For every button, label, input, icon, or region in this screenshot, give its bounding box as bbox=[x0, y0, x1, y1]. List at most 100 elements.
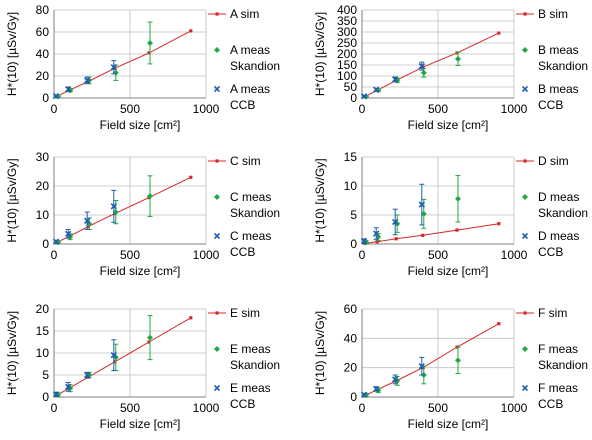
sim-point bbox=[113, 360, 117, 364]
legend-skandion-line2: Skandion bbox=[230, 59, 280, 73]
skandion-point bbox=[420, 69, 427, 76]
x-tick-label: 500 bbox=[120, 102, 140, 116]
legend-skandion-label: F meas Skandion bbox=[538, 342, 588, 372]
y-axis-label: H*(10) [µSv/Gy] bbox=[313, 158, 327, 242]
ccb-point bbox=[373, 385, 380, 393]
chart-panel-C: 0 10 20 30 0 500 1000 Field size [cm²] H*(10) [µ… bbox=[5, 150, 280, 278]
legend-skandion-line2: Skandion bbox=[538, 59, 588, 73]
legend-ccb-line2: CCB bbox=[230, 245, 255, 259]
legend-skandion-marker bbox=[522, 194, 528, 200]
y-tick-label: 40 bbox=[344, 331, 358, 345]
y-tick-label: 100 bbox=[337, 69, 357, 83]
sim-line bbox=[56, 30, 192, 97]
legend-sim-label: A sim bbox=[230, 7, 259, 21]
x-axis-label: Field size [cm²] bbox=[100, 118, 181, 132]
ccb-point bbox=[418, 201, 425, 208]
legend-skandion-marker bbox=[522, 346, 528, 352]
skandion-point bbox=[147, 193, 153, 200]
skandion-point bbox=[147, 40, 153, 46]
legend-ccb-marker bbox=[213, 85, 221, 93]
sim-point bbox=[189, 29, 193, 33]
x-axis-label: Field size [cm²] bbox=[408, 417, 489, 431]
y-tick-label: 40 bbox=[36, 47, 50, 61]
y-tick-label: 15 bbox=[36, 324, 50, 338]
y-tick-label: 0 bbox=[350, 390, 357, 404]
y-tick-label: 350 bbox=[337, 14, 357, 28]
y-tick-label: 60 bbox=[344, 302, 358, 316]
legend-ccb-line1: B meas bbox=[538, 82, 579, 96]
y-tick-label: 10 bbox=[36, 208, 50, 222]
x-axis-label: Field size [cm²] bbox=[100, 264, 181, 278]
y-tick-label: 15 bbox=[344, 150, 358, 164]
sim-point bbox=[394, 237, 398, 241]
sim-line bbox=[56, 176, 192, 243]
sim-point bbox=[147, 340, 151, 344]
x-axis-label: Field size [cm²] bbox=[100, 417, 181, 431]
y-tick-label: 0 bbox=[42, 237, 49, 251]
legend-skandion-label: B meas Skandion bbox=[538, 43, 588, 73]
x-tick-label: 500 bbox=[120, 401, 140, 415]
skandion-point bbox=[455, 357, 461, 364]
legend-ccb-line2: CCB bbox=[538, 98, 563, 112]
x-tick-label: 1000 bbox=[501, 102, 528, 116]
sim-line bbox=[364, 223, 499, 244]
x-tick-label: 1000 bbox=[501, 248, 528, 262]
legend-ccb-label: D meas CCB bbox=[538, 229, 579, 259]
sim-line bbox=[56, 317, 192, 396]
legend-ccb-label: F meas CCB bbox=[538, 381, 578, 411]
x-axis-label: Field size [cm²] bbox=[408, 264, 489, 278]
ccb-point bbox=[110, 203, 117, 210]
skandion-point bbox=[147, 334, 153, 341]
legend-skandion-label: A meas Skandion bbox=[230, 43, 280, 73]
x-tick-label: 1000 bbox=[193, 102, 220, 116]
ccb-point bbox=[84, 217, 91, 224]
legend-ccb-line1: F meas bbox=[538, 381, 578, 395]
legend-ccb-line2: CCB bbox=[230, 98, 255, 112]
sim-point bbox=[189, 175, 193, 179]
legend-skandion-line1: D meas bbox=[538, 190, 579, 204]
legend-ccb-marker bbox=[521, 232, 529, 240]
ccb-point bbox=[52, 238, 60, 245]
y-axis-label: H*(10) [µSv/Gy] bbox=[5, 311, 19, 395]
y-tick-label: 5 bbox=[42, 368, 49, 382]
y-tick-label: 0 bbox=[350, 91, 357, 105]
y-tick-label: 10 bbox=[344, 179, 358, 193]
legend-ccb-line1: E meas bbox=[230, 381, 271, 395]
legend-ccb-marker bbox=[213, 384, 221, 392]
x-tick-label: 1000 bbox=[193, 248, 220, 262]
y-tick-label: 0 bbox=[42, 390, 49, 404]
x-tick-label: 0 bbox=[51, 102, 58, 116]
legend-ccb-marker bbox=[521, 384, 529, 392]
skandion-point bbox=[455, 55, 461, 62]
y-tick-label: 400 bbox=[337, 3, 357, 17]
y-axis-label: H*(10) [µSv/Gy] bbox=[313, 12, 327, 96]
legend: C sim C meas Skandion C meas CCB bbox=[208, 154, 280, 259]
legend-sim-marker bbox=[215, 159, 219, 163]
x-tick-label: 0 bbox=[51, 401, 58, 415]
legend-skandion-line1: C meas bbox=[230, 190, 271, 204]
legend-skandion-line2: Skandion bbox=[538, 206, 588, 220]
legend-sim-marker bbox=[523, 159, 527, 163]
y-tick-label: 20 bbox=[36, 69, 50, 83]
skandion-point bbox=[455, 195, 461, 202]
chart-panel-A: 0 20 40 60 80 0 500 1000 Field size [cm²] H*(10) … bbox=[5, 3, 280, 132]
chart-panel-F: 0 20 40 60 0 500 1000 Field size [cm²] H*(10) [µ… bbox=[313, 302, 588, 431]
x-tick-label: 1000 bbox=[501, 401, 528, 415]
ccb-point bbox=[392, 218, 399, 226]
y-tick-label: 30 bbox=[36, 150, 50, 164]
sim-point bbox=[375, 240, 379, 244]
y-axis-label: H*(10) [µSv/Gy] bbox=[5, 158, 19, 242]
sim-point bbox=[455, 51, 459, 55]
legend-ccb-line2: CCB bbox=[538, 245, 563, 259]
legend-ccb-line1: C meas bbox=[230, 229, 271, 243]
y-tick-label: 50 bbox=[344, 80, 358, 94]
legend-ccb-line1: A meas bbox=[230, 82, 270, 96]
ccb-point bbox=[52, 92, 60, 100]
sim-point bbox=[86, 225, 90, 229]
y-axis-label: H*(10) [µSv/Gy] bbox=[313, 311, 327, 395]
legend-ccb-line2: CCB bbox=[538, 397, 563, 411]
legend-skandion-marker bbox=[522, 47, 528, 53]
y-tick-label: 20 bbox=[36, 302, 50, 316]
legend-sim-marker bbox=[523, 311, 527, 315]
